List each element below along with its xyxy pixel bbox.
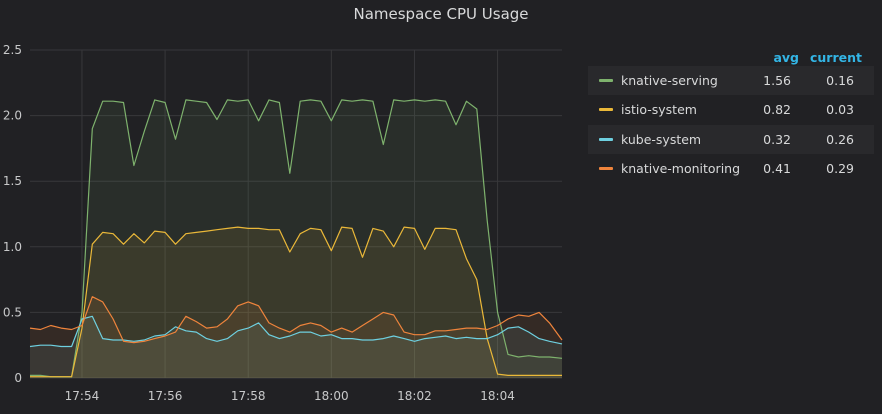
legend-series-name: knative-serving: [621, 73, 718, 89]
legend-item-knative-monitoring[interactable]: knative-monitoring 0.41 0.29: [588, 154, 874, 183]
legend-item-knative-serving[interactable]: knative-serving 1.56 0.16: [588, 66, 874, 96]
legend-current-value: 0.26: [826, 131, 854, 147]
x-tick-label: 17:58: [231, 389, 266, 403]
y-tick-label: 1.5: [3, 174, 22, 188]
x-tick-label: 17:54: [65, 389, 100, 403]
x-axis: 17:54 17:56 17:58 18:00 18:02 18:04: [65, 389, 515, 403]
legend-current-value: 0.16: [826, 73, 854, 89]
legend-header: avg current: [588, 48, 874, 66]
legend-avg-value: 0.41: [763, 161, 791, 177]
legend-item-istio-system[interactable]: istio-system 0.82 0.03: [588, 95, 874, 124]
series-area-istio-system: [30, 227, 562, 378]
legend-avg-value: 0.32: [763, 131, 791, 147]
y-axis: 0 0.5 1.0 1.5 2.0 2.5: [3, 43, 22, 385]
series-line-istio-system: [30, 226, 562, 378]
y-tick-label: 0.5: [3, 305, 22, 319]
x-tick-label: 18:04: [480, 389, 515, 403]
series-area-knative-serving: [30, 99, 562, 379]
y-tick-label: 2.5: [3, 43, 22, 57]
legend-header-avg: avg: [773, 49, 799, 65]
legend-item-kube-system[interactable]: kube-system 0.32 0.26: [588, 124, 874, 154]
series-line-knative-serving: [30, 99, 563, 378]
legend-swatch: [599, 108, 613, 112]
y-tick-label: 2.0: [3, 109, 22, 123]
legend: avg current knative-serving 1.56 0.16 is…: [588, 48, 874, 183]
y-tick-label: 1.0: [3, 240, 22, 254]
series-fills: [30, 99, 562, 379]
x-tick-label: 17:56: [148, 389, 183, 403]
chart-title: Namespace CPU Usage: [353, 5, 529, 23]
series-area-kube-system: [30, 316, 562, 378]
namespace-cpu-usage-chart: 0 0.5 1.0 1.5 2.0 2.5 17:54 17:56 17:58 18:00 18:…: [3, 43, 563, 403]
x-tick-label: 18:00: [314, 389, 349, 403]
legend-avg-value: 0.82: [763, 102, 791, 118]
series-line-kube-system: [29, 315, 563, 348]
legend-swatch: [599, 167, 613, 171]
legend-swatch: [599, 137, 613, 141]
grid-lines: [30, 49, 562, 379]
legend-current-value: 0.03: [826, 102, 854, 118]
series-lines: [29, 99, 563, 378]
legend-series-name: knative-monitoring: [621, 161, 741, 177]
legend-series-name: istio-system: [621, 102, 697, 118]
legend-avg-value: 1.56: [763, 73, 791, 89]
legend-current-value: 0.29: [826, 161, 854, 177]
series-area-knative-monitoring: [30, 296, 562, 378]
legend-series-name: kube-system: [621, 131, 702, 147]
legend-header-current[interactable]: current: [810, 49, 862, 65]
legend-swatch: [599, 79, 613, 83]
y-tick-label: 0: [14, 371, 22, 385]
x-tick-label: 18:02: [397, 389, 432, 403]
series-line-knative-monitoring: [29, 296, 563, 344]
